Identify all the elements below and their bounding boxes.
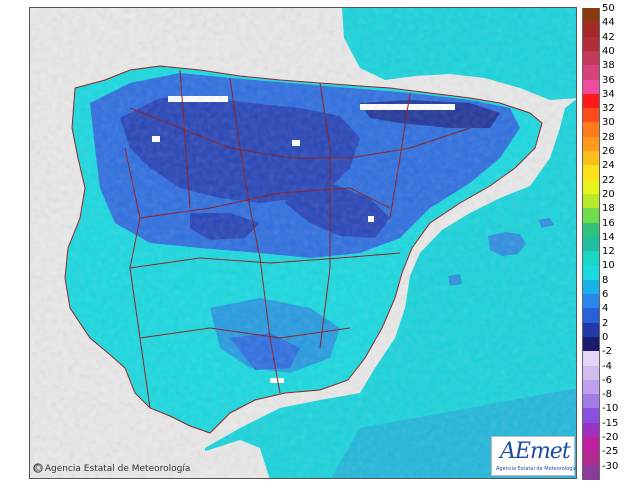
legend-swatch [582,179,600,195]
legend-swatch [582,465,600,481]
legend-swatch [582,151,600,166]
legend-label: 34 [602,88,615,100]
copyright-icon [33,463,43,473]
texture-overlay [30,8,576,478]
legend-swatch [582,50,600,66]
legend-label: 40 [602,45,615,57]
legend-swatch [582,422,600,438]
legend-label: 0 [602,331,609,343]
credit-line: © Agencia Estatal de Meteorología [33,464,190,474]
legend-swatch [582,394,600,409]
legend-swatch [582,279,600,295]
legend-label: -15 [602,417,619,429]
legend-label: -6 [602,374,612,386]
legend-swatch [582,93,600,109]
legend-label: 16 [602,217,615,229]
legend-label: -8 [602,389,612,401]
legend-label: 32 [602,103,615,115]
legend-swatch [582,294,600,309]
legend-label: -25 [602,446,619,458]
legend-label: 4 [602,303,609,315]
legend-label: -2 [602,346,612,358]
legend-label: 50 [602,3,615,14]
aemet-logo: AEmet Agencia Estatal de Meteorología [491,436,577,476]
temperature-map [29,7,577,479]
copyright-symbol: © [33,464,42,474]
legend-label: 42 [602,31,615,43]
legend-label: 44 [602,17,615,29]
credit-text: Agencia Estatal de Meteorología [44,464,191,474]
legend-swatch [582,108,600,123]
legend-label: 2 [602,317,609,329]
legend-label: 30 [602,117,615,129]
legend-swatch [582,65,600,80]
legend-label: 18 [602,203,615,215]
legend-swatch [582,236,600,252]
map-canvas [30,8,576,478]
legend-label: 14 [602,231,615,243]
legend-label: 28 [602,131,615,143]
legend-label: -30 [602,460,619,472]
legend-swatch [582,22,600,38]
legend-swatch [582,165,600,181]
legend-label: 26 [602,146,615,157]
legend-swatch [582,437,600,452]
legend-swatch [582,351,600,366]
color-scale-legend: 50 44 42 40 38 36 34 32 30 28 26 24 22 20 18 16 14 12 10 8 6… [582,4,630,483]
legend-swatch [582,451,600,467]
logo-text: AEmet [500,439,571,464]
legend-label: 8 [602,274,609,286]
legend-swatch [582,379,600,395]
legend-swatch [582,193,600,209]
legend-label: 24 [602,160,615,172]
legend-swatch [582,8,600,23]
legend-swatch [582,251,600,266]
legend-swatch [582,122,600,138]
legend-label: -4 [602,360,612,372]
legend-swatch [582,36,600,52]
legend-swatch [582,365,600,381]
legend-label: -10 [602,403,619,415]
legend-swatch [582,136,600,152]
legend-label: 12 [602,246,615,258]
legend-label: 20 [602,188,615,200]
legend-swatch [582,265,600,281]
legend-swatch [582,308,600,324]
legend-swatch [582,208,600,223]
legend-swatch [582,222,600,238]
legend-label: -20 [602,432,619,443]
logo-subtext: Agencia Estatal de Meteorología [496,466,577,472]
legend-label: 22 [602,174,615,186]
legend-swatch [582,408,600,424]
legend-label: 36 [602,74,615,86]
legend-swatch [582,336,600,352]
legend-swatch [582,322,600,338]
legend-label: 38 [602,60,615,72]
legend-label: 6 [602,289,609,300]
legend-label: 10 [602,260,615,272]
legend-swatch [582,79,600,95]
